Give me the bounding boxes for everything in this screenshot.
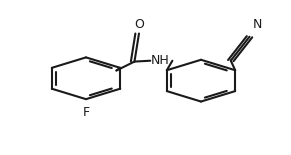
Text: F: F bbox=[82, 106, 90, 119]
Text: O: O bbox=[134, 18, 144, 31]
Text: NH: NH bbox=[151, 54, 170, 67]
Text: N: N bbox=[253, 18, 262, 31]
